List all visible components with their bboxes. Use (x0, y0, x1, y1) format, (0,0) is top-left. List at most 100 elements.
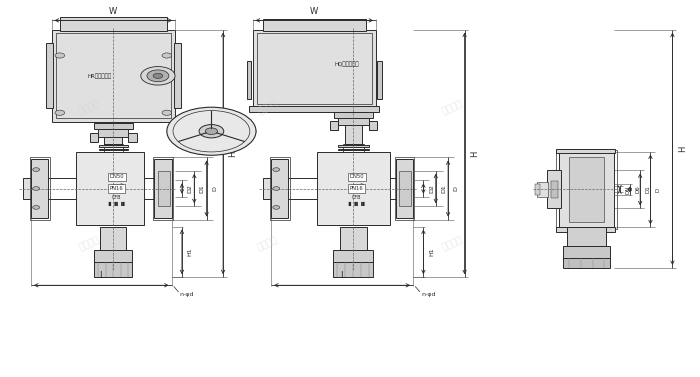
Text: ▐▌▐▌▐▌: ▐▌▐▌▐▌ (106, 202, 127, 206)
Circle shape (153, 73, 162, 78)
Bar (29, 158, 50, 219)
Circle shape (205, 128, 218, 135)
Bar (564, 245, 610, 258)
Bar (23, 178, 31, 199)
Bar (247, 61, 251, 100)
Bar (547, 170, 561, 208)
Circle shape (199, 124, 224, 138)
Circle shape (273, 205, 280, 209)
Bar (94, 250, 132, 262)
Text: H: H (229, 150, 237, 156)
Bar (330, 121, 338, 130)
Bar (99, 149, 127, 150)
Bar (556, 149, 615, 153)
Bar (271, 159, 288, 218)
Text: DN50: DN50 (349, 174, 364, 179)
Bar (52, 30, 175, 122)
Bar (338, 145, 369, 147)
Text: 川產閥門: 川產閥門 (256, 235, 279, 253)
Bar (60, 17, 167, 32)
Bar (535, 184, 540, 195)
Text: H1: H1 (188, 248, 193, 256)
Bar (559, 152, 614, 227)
Text: W: W (310, 6, 319, 15)
Bar (153, 158, 173, 219)
Bar (257, 33, 372, 104)
Bar (344, 112, 363, 144)
Text: L: L (99, 271, 104, 280)
Text: 川產閥門: 川產閥門 (441, 235, 465, 253)
Bar (270, 158, 290, 219)
Bar (76, 152, 144, 225)
Text: ▐▌▐▌▐▌: ▐▌▐▌▐▌ (346, 202, 367, 206)
Text: PN16: PN16 (110, 186, 124, 191)
Circle shape (273, 168, 280, 172)
Bar (400, 171, 411, 206)
Circle shape (33, 205, 40, 209)
Bar (538, 182, 548, 197)
Bar (564, 258, 610, 268)
Bar (94, 262, 132, 277)
Text: HQ系列執行器: HQ系列執行器 (335, 62, 359, 67)
Bar (569, 157, 604, 222)
Bar (377, 61, 382, 100)
Bar (46, 43, 53, 108)
Circle shape (33, 187, 40, 190)
Text: CFB: CFB (352, 195, 362, 200)
Bar (100, 227, 127, 250)
Bar (334, 112, 372, 118)
Text: D1: D1 (645, 185, 651, 193)
Bar (263, 178, 271, 199)
Bar (338, 118, 368, 125)
Text: D6: D6 (636, 185, 640, 193)
Text: 川產閥門: 川產閥門 (441, 99, 465, 116)
Text: 川產閥門: 川產閥門 (78, 99, 101, 116)
Circle shape (273, 187, 280, 190)
Circle shape (141, 67, 175, 85)
Text: H1: H1 (429, 248, 434, 256)
Text: D2: D2 (188, 184, 193, 193)
Text: 川產閥門: 川產閥門 (256, 99, 279, 116)
Bar (249, 106, 379, 112)
Bar (333, 262, 373, 277)
Text: D: D (656, 187, 661, 192)
Text: H: H (470, 150, 479, 156)
Bar (56, 33, 171, 118)
Circle shape (55, 53, 64, 58)
Text: L: L (340, 271, 344, 280)
Text: H: H (678, 146, 687, 152)
Bar (31, 159, 48, 218)
Bar (155, 159, 172, 218)
Bar (340, 227, 368, 250)
Text: HR系列執行器: HR系列執行器 (88, 73, 112, 79)
Circle shape (33, 168, 40, 172)
Bar (568, 227, 606, 245)
Bar (98, 129, 128, 137)
Text: n-φd: n-φd (180, 292, 195, 297)
Text: CFB: CFB (112, 195, 122, 200)
Text: D1: D1 (199, 184, 205, 193)
Bar (317, 152, 390, 225)
Text: D2: D2 (429, 184, 434, 193)
Text: DN50: DN50 (109, 174, 124, 179)
Bar (174, 43, 181, 108)
Text: DN: DN (625, 185, 630, 194)
Circle shape (167, 107, 256, 155)
Circle shape (55, 110, 64, 115)
Text: W: W (109, 6, 118, 15)
Bar (556, 227, 615, 232)
Text: n-φd: n-φd (421, 292, 436, 297)
Text: 川產閥門: 川產閥門 (78, 235, 101, 253)
Text: D: D (212, 186, 217, 191)
Bar (551, 181, 558, 198)
Bar (338, 149, 369, 150)
Bar (395, 158, 414, 219)
Bar (333, 250, 373, 262)
Bar (263, 18, 366, 32)
Circle shape (162, 110, 172, 115)
Bar (556, 150, 617, 229)
Bar (90, 133, 98, 142)
Bar (94, 123, 132, 129)
Bar (396, 159, 413, 218)
Circle shape (162, 53, 172, 58)
